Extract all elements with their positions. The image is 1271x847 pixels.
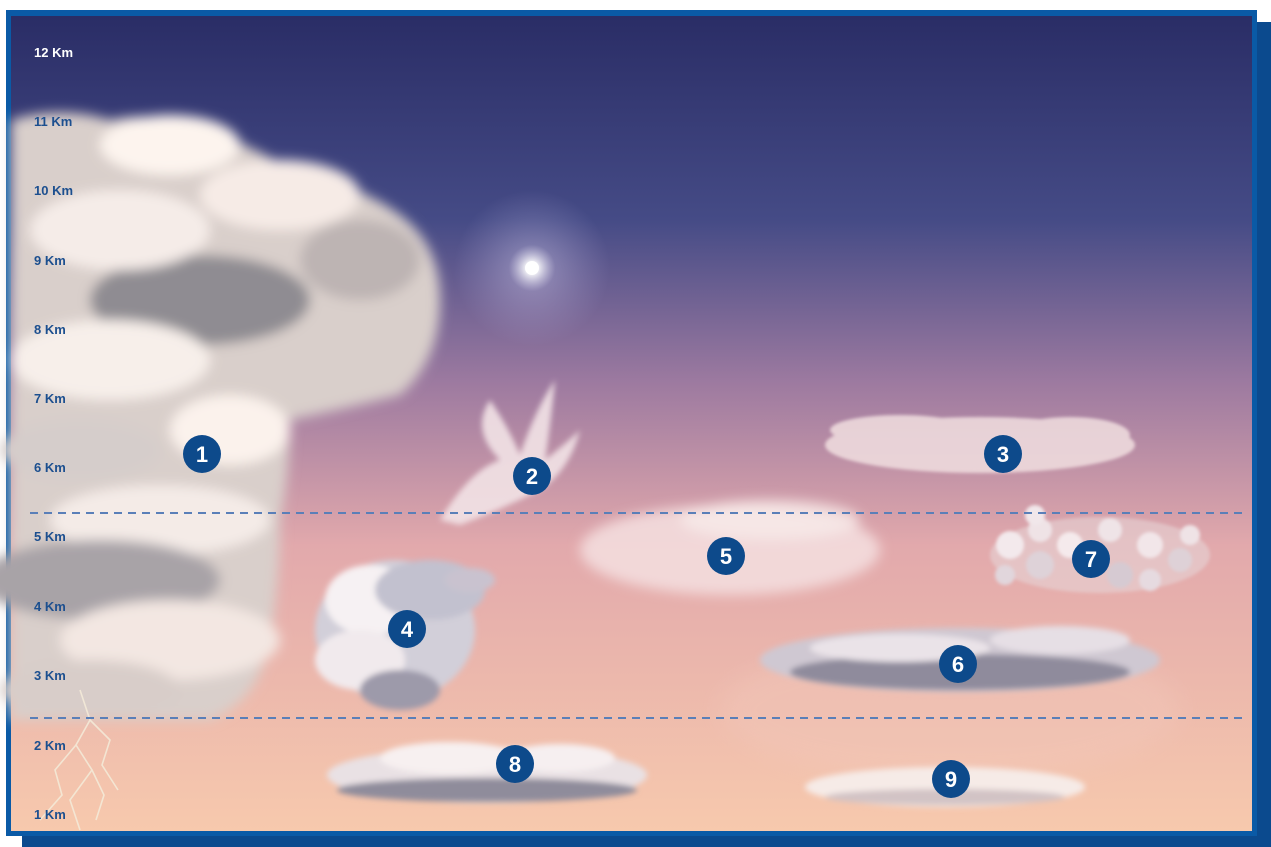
sun-icon: [454, 190, 610, 346]
altitude-label: 12 Km: [34, 45, 73, 60]
altitude-label: 6 Km: [34, 460, 66, 475]
marker-number: 1: [196, 442, 208, 467]
cloud-marker-9: 9: [932, 760, 970, 798]
altitude-label: 3 Km: [34, 668, 66, 683]
altitude-label: 4 Km: [34, 599, 66, 614]
marker-number: 2: [526, 464, 538, 489]
cirrus-cloud-icon: [440, 380, 580, 525]
cloud-marker-6: 6: [939, 645, 977, 683]
altitude-label: 5 Km: [34, 529, 66, 544]
cloud-marker-8: 8: [496, 745, 534, 783]
cirrocumulus-cloud-icon: [825, 415, 1135, 473]
lightning-icon: [39, 689, 119, 831]
marker-number: 6: [952, 652, 964, 677]
cumulonimbus-cloud-icon: [0, 112, 440, 720]
cloud-marker-5: 5: [707, 537, 745, 575]
cloud-marker-1: 1: [183, 435, 221, 473]
marker-number: 9: [945, 767, 957, 792]
altitude-label: 1 Km: [34, 807, 66, 822]
marker-number: 4: [401, 617, 414, 642]
altitude-scale: 12 Km 11 Km 10 Km 9 Km 8 Km 7 Km 6 Km 5 …: [34, 45, 73, 822]
marker-number: 5: [720, 544, 732, 569]
cloud-marker-3: 3: [984, 435, 1022, 473]
cloud-marker-7: 7: [1072, 540, 1110, 578]
marker-number: 3: [997, 442, 1009, 467]
altitude-label: 10 Km: [34, 183, 73, 198]
cloud-marker-2: 2: [513, 457, 551, 495]
altitude-label: 11 Km: [34, 114, 72, 129]
altitude-label: 2 Km: [34, 738, 66, 753]
marker-number: 7: [1085, 547, 1097, 572]
altitude-label: 7 Km: [34, 391, 66, 406]
altitude-label: 9 Km: [34, 253, 66, 268]
altitude-label: 8 Km: [34, 322, 66, 337]
cloud-marker-4: 4: [388, 610, 426, 648]
marker-number: 8: [509, 752, 521, 777]
